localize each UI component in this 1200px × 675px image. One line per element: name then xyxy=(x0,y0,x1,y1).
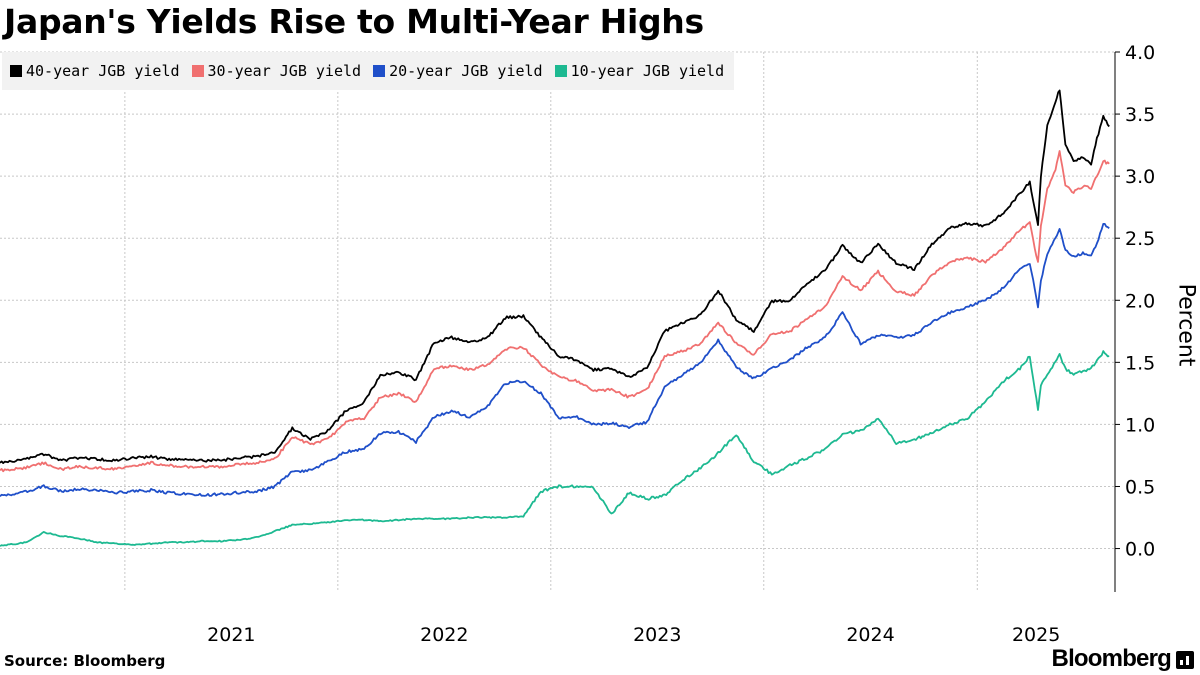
legend-swatch-10-year xyxy=(554,65,567,77)
brand-name: Bloomberg xyxy=(1051,645,1172,672)
chart-legend: 40-year JGB yield 30-year JGB yield 20-y… xyxy=(2,52,735,90)
y-tick-label: 4.0 xyxy=(1125,42,1155,64)
series-40-year-line xyxy=(0,89,1110,464)
x-tick-label: 2023 xyxy=(633,624,681,646)
series-10-year-line xyxy=(0,350,1110,547)
legend-label-40-year: 40-year JGB yield xyxy=(26,62,180,80)
legend-item-40-year: 40-year JGB yield xyxy=(10,62,180,80)
x-tick-label: 2024 xyxy=(846,624,894,646)
y-tick-label: 0.5 xyxy=(1125,476,1155,498)
legend-swatch-30-year xyxy=(191,65,204,77)
y-tick-label: 2.0 xyxy=(1125,290,1155,312)
legend-label-10-year: 10-year JGB yield xyxy=(570,62,725,80)
chart-title: Japan's Yields Rise to Multi-Year Highs xyxy=(4,2,704,41)
y-axis-title: Percent xyxy=(1173,283,1199,367)
x-tick-label: 2021 xyxy=(207,624,255,646)
legend-item-20-year: 20-year JGB yield xyxy=(373,62,543,80)
legend-item-30-year: 30-year JGB yield xyxy=(191,62,362,80)
y-tick-label: 3.5 xyxy=(1125,104,1155,126)
y-tick-label: 2.5 xyxy=(1125,228,1155,250)
x-tick-label: 2022 xyxy=(420,624,468,646)
y-tick-label: 1.5 xyxy=(1125,352,1155,374)
legend-label-20-year: 20-year JGB yield xyxy=(389,62,543,80)
y-tick-label: 3.0 xyxy=(1125,166,1155,188)
legend-item-10-year: 10-year JGB yield xyxy=(554,62,725,80)
legend-label-30-year: 30-year JGB yield xyxy=(207,62,362,80)
legend-swatch-40-year xyxy=(10,65,22,77)
y-tick-label: 1.0 xyxy=(1125,414,1155,436)
series-30-year-line xyxy=(0,150,1110,473)
x-tick-label: 2025 xyxy=(1012,624,1060,646)
legend-swatch-20-year xyxy=(373,65,386,77)
y-tick-label: 0.0 xyxy=(1125,539,1155,561)
bloomberg-terminal-icon xyxy=(1176,651,1194,669)
bloomberg-logo: Bloomberg xyxy=(1052,645,1194,673)
series-20-year-line xyxy=(0,223,1110,498)
source-note: Source: Bloomberg xyxy=(4,652,166,670)
